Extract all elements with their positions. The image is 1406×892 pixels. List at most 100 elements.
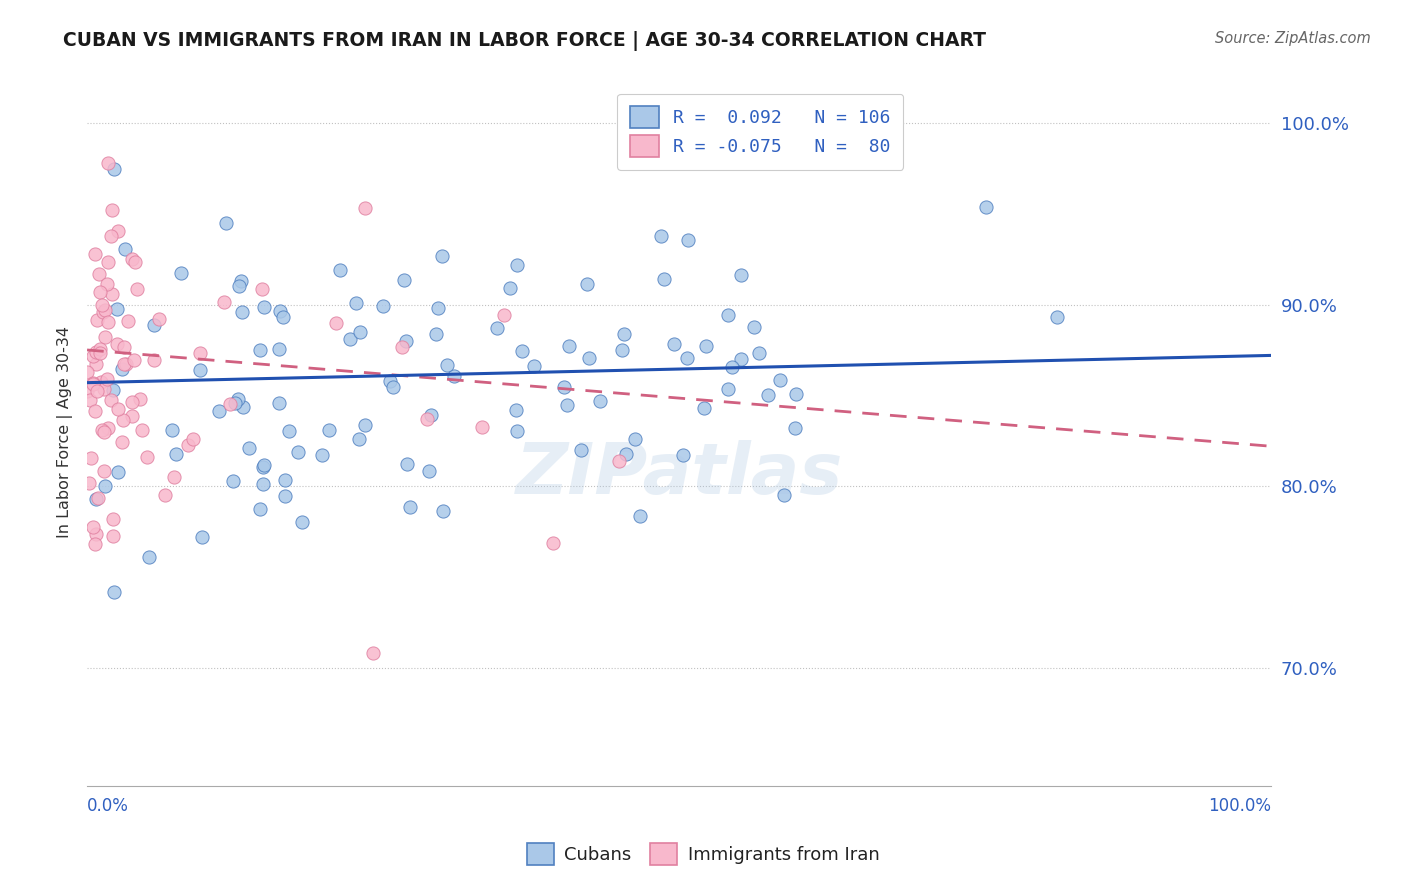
Point [226,392,249,406]
Point [382,380,405,394]
Point [101,529,124,543]
Point [1046,310,1069,324]
Point [86,384,108,399]
Point [614,447,637,461]
Point [101,512,124,526]
Point [91,305,114,319]
Point [339,332,361,346]
Point [250,281,273,295]
Point [208,403,231,417]
Point [395,457,418,471]
Point [395,334,418,349]
Point [510,344,533,359]
Point [83,536,105,550]
Point [329,263,352,277]
Point [188,362,211,376]
Point [177,437,200,451]
Point [613,327,636,342]
Y-axis label: In Labor Force | Age 30-34: In Labor Force | Age 30-34 [58,326,73,538]
Point [124,255,146,269]
Point [505,403,527,417]
Point [650,229,672,244]
Point [84,358,107,372]
Point [86,491,108,506]
Point [344,296,367,310]
Point [769,373,792,387]
Point [112,357,135,371]
Point [523,359,546,373]
Point [555,398,578,412]
Point [730,268,752,282]
Point [122,353,145,368]
Point [84,404,107,418]
Point [492,309,515,323]
Point [392,273,415,287]
Point [84,527,107,541]
Point [228,279,250,293]
Point [672,448,695,462]
Point [97,156,120,170]
Point [717,308,740,322]
Point [252,458,274,472]
Point [273,489,295,503]
Point [131,424,153,438]
Point [84,344,107,359]
Legend: R =  0.092   N = 106, R = -0.075   N =  80: R = 0.092 N = 106, R = -0.075 N = 80 [617,94,903,170]
Point [269,304,291,318]
Point [117,314,139,328]
Point [347,432,370,446]
Point [232,401,254,415]
Legend: Cubans, Immigrants from Iran: Cubans, Immigrants from Iran [519,836,887,872]
Point [274,473,297,487]
Text: CUBAN VS IMMIGRANTS FROM IRAN IN LABOR FORCE | AGE 30-34 CORRELATION CHART: CUBAN VS IMMIGRANTS FROM IRAN IN LABOR F… [63,31,986,51]
Point [107,223,129,237]
Point [628,508,651,523]
Point [215,216,238,230]
Point [425,327,447,342]
Point [105,336,128,351]
Point [121,409,143,424]
Point [416,411,439,425]
Point [742,319,765,334]
Point [82,376,104,390]
Point [219,397,242,411]
Point [229,274,252,288]
Point [318,423,340,437]
Point [287,445,309,459]
Point [93,425,115,439]
Point [111,413,134,427]
Point [391,340,413,354]
Point [86,491,108,506]
Point [252,460,274,475]
Text: Source: ZipAtlas.com: Source: ZipAtlas.com [1215,31,1371,46]
Text: ZIPatlas: ZIPatlas [516,440,842,508]
Point [756,388,779,402]
Point [269,395,291,409]
Point [165,447,187,461]
Text: 0.0%: 0.0% [87,797,129,815]
Point [578,351,600,365]
Point [432,249,454,263]
Point [678,233,700,247]
Point [101,383,124,397]
Point [443,369,465,384]
Point [93,479,115,493]
Point [94,329,117,343]
Point [499,281,522,295]
Point [553,380,575,394]
Point [105,302,128,317]
Point [721,360,744,375]
Point [89,285,111,299]
Point [432,504,454,518]
Point [103,161,125,176]
Point [505,258,527,272]
Point [100,393,122,408]
Point [471,419,494,434]
Point [772,488,794,502]
Point [974,200,997,214]
Point [224,395,246,409]
Point [436,359,458,373]
Point [506,424,529,438]
Point [125,282,148,296]
Point [100,229,122,244]
